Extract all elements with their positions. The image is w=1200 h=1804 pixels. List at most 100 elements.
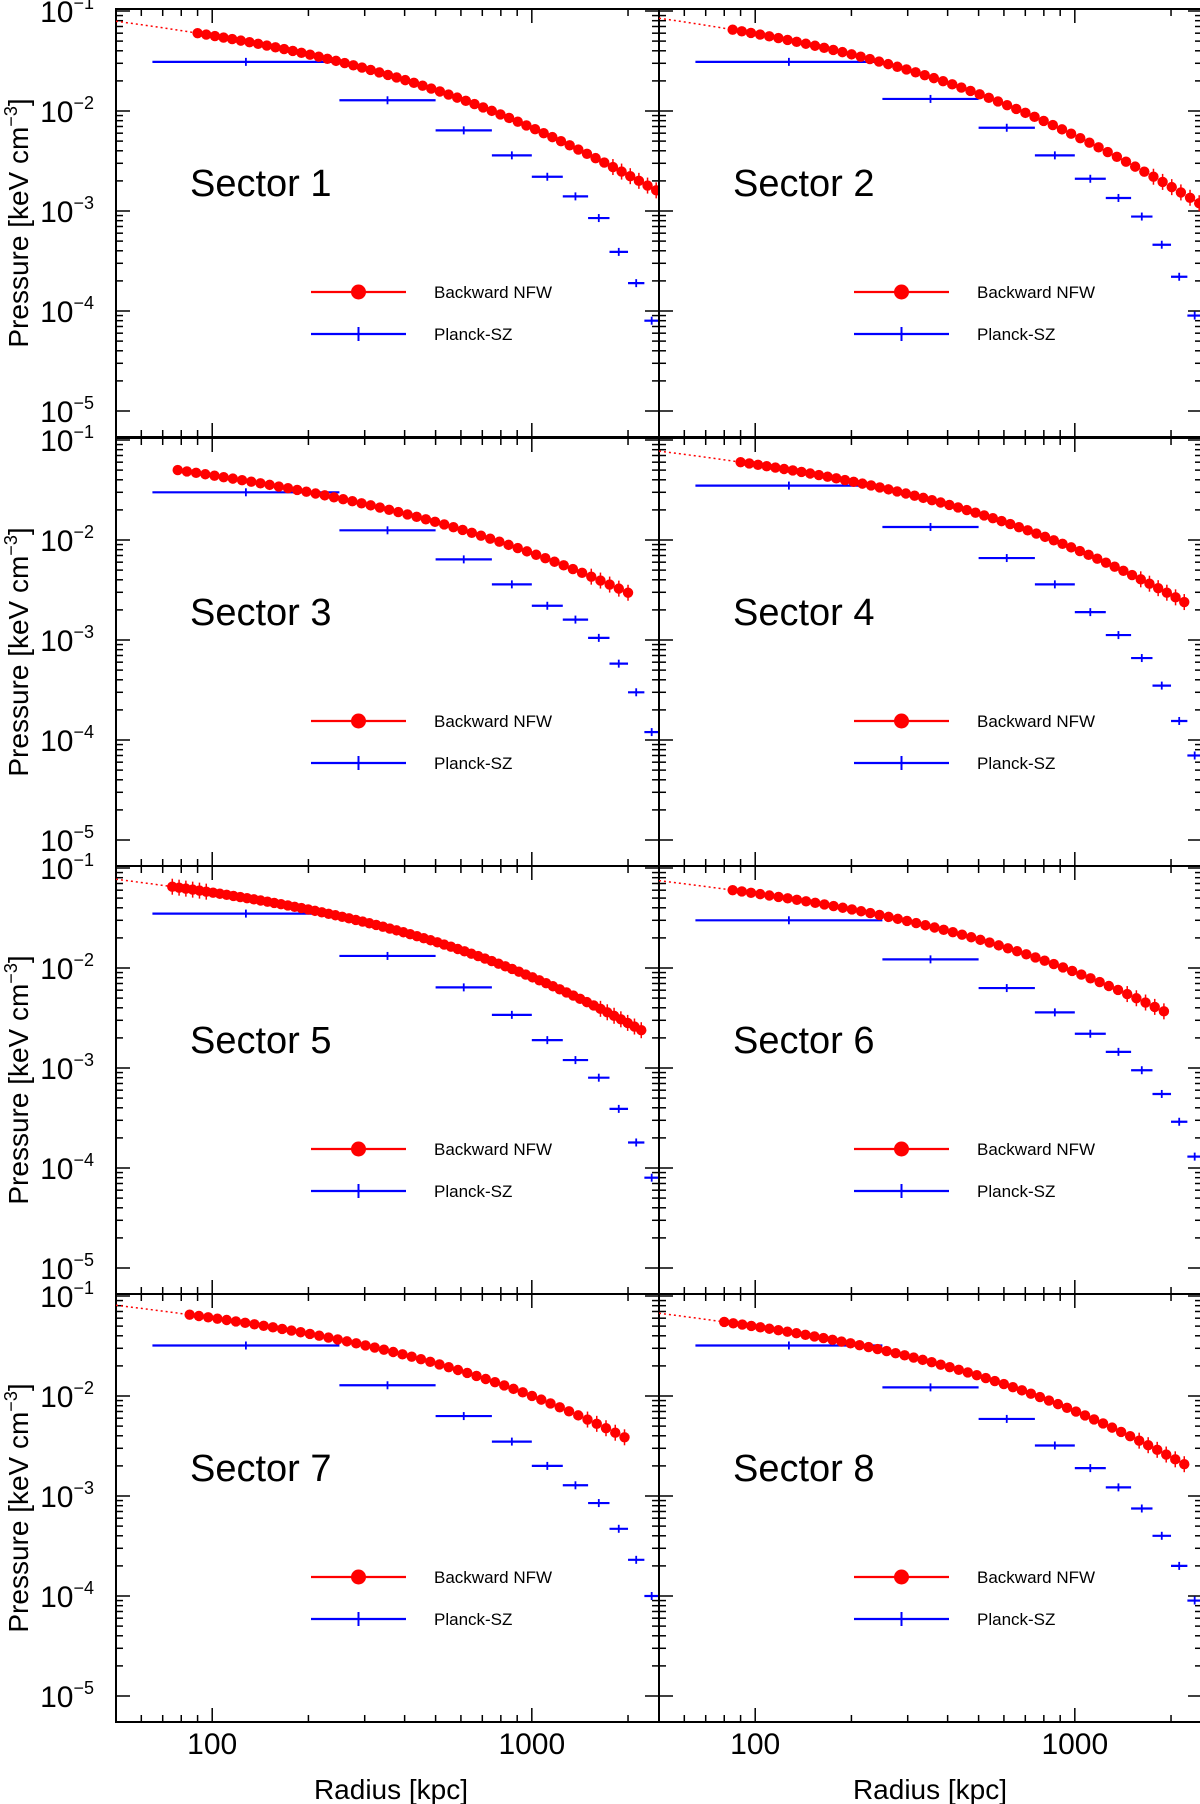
- model-point: [735, 456, 746, 468]
- model-point: [1184, 192, 1196, 203]
- model-point: [258, 1320, 269, 1332]
- y-tick-label: 10−5: [40, 1678, 94, 1714]
- model-point: [1084, 137, 1095, 148]
- model-point: [564, 140, 575, 151]
- model-point: [466, 527, 477, 538]
- model-point: [818, 42, 830, 54]
- model-point: [984, 937, 995, 948]
- legend-label-backward-nfw: Backward NFW: [434, 1568, 552, 1587]
- y-tick-label-base: 10: [40, 825, 73, 858]
- model-point: [563, 1406, 575, 1417]
- model-point: [452, 1364, 464, 1376]
- y-tick-label-base: 10: [40, 1053, 73, 1086]
- model-point: [499, 1380, 510, 1391]
- model-point: [745, 27, 757, 39]
- model-point: [633, 175, 645, 187]
- model-point: [521, 546, 533, 557]
- model-point: [839, 474, 851, 486]
- model-point: [451, 92, 463, 103]
- model-point: [201, 29, 212, 40]
- model-point: [397, 1349, 408, 1360]
- y-tick-label: 10−5: [40, 393, 94, 429]
- model-point: [1170, 592, 1181, 603]
- model-curve-line: [659, 1312, 1185, 1465]
- model-point: [899, 1350, 910, 1361]
- model-point: [918, 492, 929, 504]
- y-tick-label-exponent: −4: [73, 1150, 94, 1170]
- model-point: [1122, 988, 1133, 1000]
- model-point: [1039, 531, 1051, 543]
- model-point: [719, 1316, 730, 1328]
- model-point: [1011, 103, 1022, 115]
- model-point: [512, 116, 523, 127]
- model-point: [226, 33, 238, 45]
- y-axis-label: Pressure [keV cm−3]: [1, 98, 34, 347]
- model-point: [974, 89, 985, 100]
- model-point: [819, 899, 830, 910]
- model-point: [1102, 146, 1113, 158]
- model-point: [822, 471, 833, 482]
- model-point: [547, 131, 558, 143]
- model-point: [282, 483, 294, 494]
- model-point: [348, 60, 359, 71]
- model-point: [415, 1354, 427, 1365]
- sector-title: Sector 5: [190, 1020, 332, 1062]
- model-point: [874, 909, 885, 921]
- model-point: [845, 1338, 856, 1349]
- model-point: [1092, 553, 1103, 564]
- model-point: [836, 1336, 847, 1347]
- model-point: [1031, 528, 1042, 539]
- model-point: [590, 152, 601, 164]
- model-point: [854, 1339, 865, 1351]
- model-point: [193, 1310, 205, 1322]
- legend-label-backward-nfw: Backward NFW: [977, 1140, 1095, 1159]
- model-point: [291, 484, 303, 496]
- model-point: [754, 888, 766, 900]
- model-point: [604, 579, 615, 590]
- model-point: [978, 510, 990, 521]
- y-tick-label: 10−2: [40, 93, 94, 129]
- model-point: [512, 542, 523, 554]
- legend-label-planck-sz: Planck-SZ: [434, 1182, 512, 1201]
- sector-title: Sector 1: [190, 163, 332, 205]
- y-tick-label-base: 10: [40, 725, 73, 758]
- model-point: [947, 927, 959, 938]
- model-point: [530, 549, 542, 560]
- model-point: [980, 1372, 992, 1384]
- model-point: [791, 894, 803, 906]
- model-point: [374, 502, 386, 513]
- y-tick-label: 10−1: [40, 422, 94, 458]
- model-point: [1052, 1398, 1064, 1410]
- legend-marker-backward-nfw: [351, 1569, 366, 1585]
- legend-marker-backward-nfw: [351, 713, 366, 729]
- y-axis-label-main: Pressure [keV cm: [3, 984, 34, 1205]
- model-point: [970, 507, 981, 518]
- y-tick-label: 10−4: [40, 293, 94, 329]
- model-point: [863, 1341, 874, 1353]
- model-point: [891, 486, 903, 497]
- model-point: [993, 940, 1004, 951]
- model-point: [837, 46, 848, 58]
- x-tick-label: 1000: [1041, 1728, 1108, 1761]
- y-tick-label-base: 10: [40, 625, 73, 658]
- y-tick-label: 10−3: [40, 193, 94, 229]
- model-point: [1002, 943, 1014, 954]
- y-tick-label-exponent: −1: [73, 422, 94, 442]
- model-point: [998, 1378, 1010, 1390]
- model-point: [1103, 980, 1115, 992]
- sector-title: Sector 4: [733, 592, 875, 634]
- y-tick-label-exponent: −3: [73, 1050, 94, 1070]
- model-point: [890, 1347, 901, 1359]
- model-point: [393, 506, 404, 518]
- x-tick-label: 100: [187, 1728, 237, 1761]
- legend-label-planck-sz: Planck-SZ: [434, 1610, 512, 1629]
- y-tick-label-exponent: −5: [73, 1678, 94, 1698]
- model-point: [301, 486, 312, 497]
- model-point: [1120, 156, 1132, 167]
- y-tick-label-exponent: −1: [73, 1278, 94, 1298]
- model-point: [304, 49, 316, 60]
- model-point: [489, 1376, 501, 1388]
- model-point: [319, 490, 330, 501]
